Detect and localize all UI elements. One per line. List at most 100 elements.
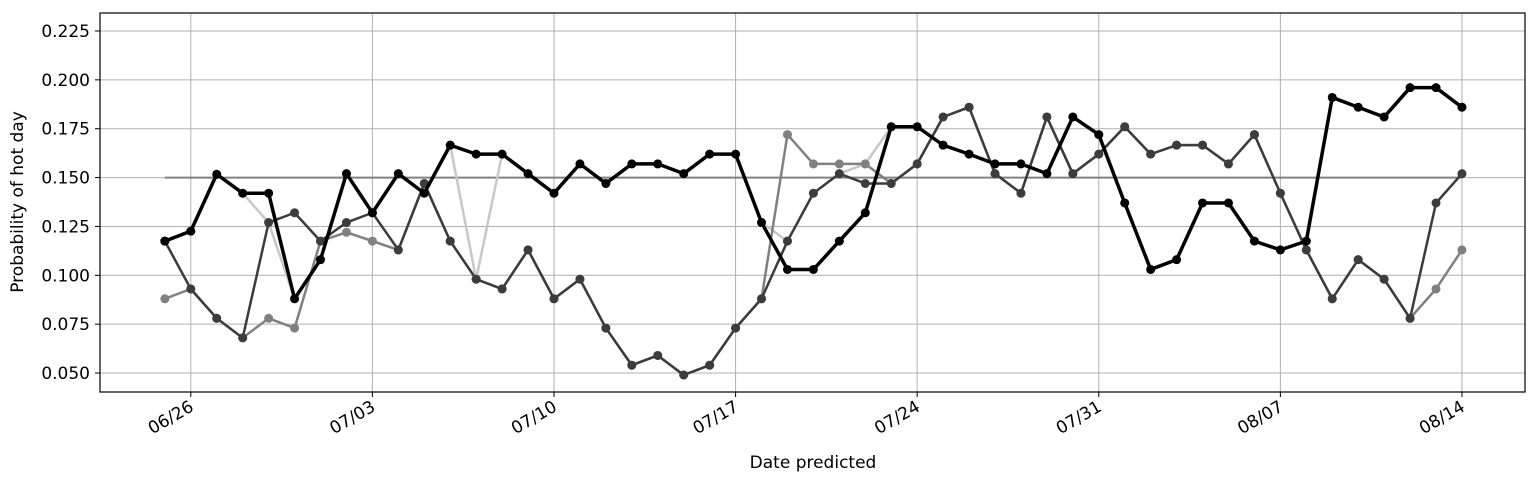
point [1379,112,1389,122]
y-tick-label: 0.100 [41,266,90,286]
point [834,236,844,246]
point [964,149,974,159]
point [757,218,767,228]
point [160,236,170,246]
point [757,294,767,304]
point [1431,198,1441,208]
series [160,83,1467,304]
point [523,169,533,179]
point [575,159,585,169]
point [627,159,637,169]
point [1249,130,1259,140]
point [575,274,585,284]
y-tick-label: 0.125 [41,217,90,237]
plot-frame [99,12,1526,393]
point [1405,313,1415,323]
point [212,169,222,179]
point [808,264,818,274]
point [1301,245,1311,255]
point [186,226,196,236]
point [1042,112,1052,122]
point [705,149,715,159]
point [860,208,870,218]
point [1353,102,1363,112]
point [290,323,300,333]
point [1379,274,1389,284]
point [1353,255,1363,265]
point [341,227,351,237]
y-tick-label: 0.175 [41,120,90,140]
point [1094,149,1104,159]
point [1223,159,1233,169]
point [1431,83,1441,93]
point [679,169,689,179]
y-tick-label: 0.150 [41,169,90,189]
point [367,236,377,246]
point [1249,236,1259,246]
point [393,245,403,255]
point [393,169,403,179]
point [860,159,870,169]
point [1094,130,1104,140]
point [627,360,637,370]
point [316,255,326,265]
point [341,218,351,228]
point [912,159,922,169]
point [1457,245,1467,255]
point [1327,294,1337,304]
point [160,294,170,304]
point [1068,112,1078,122]
point [653,159,663,169]
point [419,188,429,198]
point [1405,83,1415,93]
point [497,284,507,294]
point [445,236,455,246]
point [1172,255,1182,265]
point [549,294,559,304]
point [1301,236,1311,246]
point [1172,140,1182,150]
point [1068,169,1078,179]
point [549,188,559,198]
point [497,149,507,159]
point [990,169,1000,179]
point [212,313,222,323]
point [290,208,300,218]
point [341,169,351,179]
point [731,149,741,159]
x-axis-label: Date predicted [750,453,877,473]
point [601,323,611,333]
point [238,333,248,343]
point [316,236,326,246]
point [1016,188,1026,198]
point [1198,140,1208,150]
point [782,264,792,274]
point [238,188,248,198]
point [1146,264,1156,274]
point [886,122,896,132]
point [1042,169,1052,179]
point [834,159,844,169]
point [290,294,300,304]
point [1275,188,1285,198]
point [471,274,481,284]
point [1327,92,1337,102]
point [886,178,896,188]
point [731,323,741,333]
point [912,122,922,132]
point [808,159,818,169]
point [679,370,689,380]
point [1120,198,1130,208]
point [1431,284,1441,294]
point [264,313,274,323]
point [860,178,870,188]
point [990,159,1000,169]
point [1120,122,1130,132]
point [367,208,377,218]
point [705,360,715,370]
point [471,149,481,159]
point [601,178,611,188]
y-tick-label: 0.200 [41,71,90,91]
point [782,130,792,140]
